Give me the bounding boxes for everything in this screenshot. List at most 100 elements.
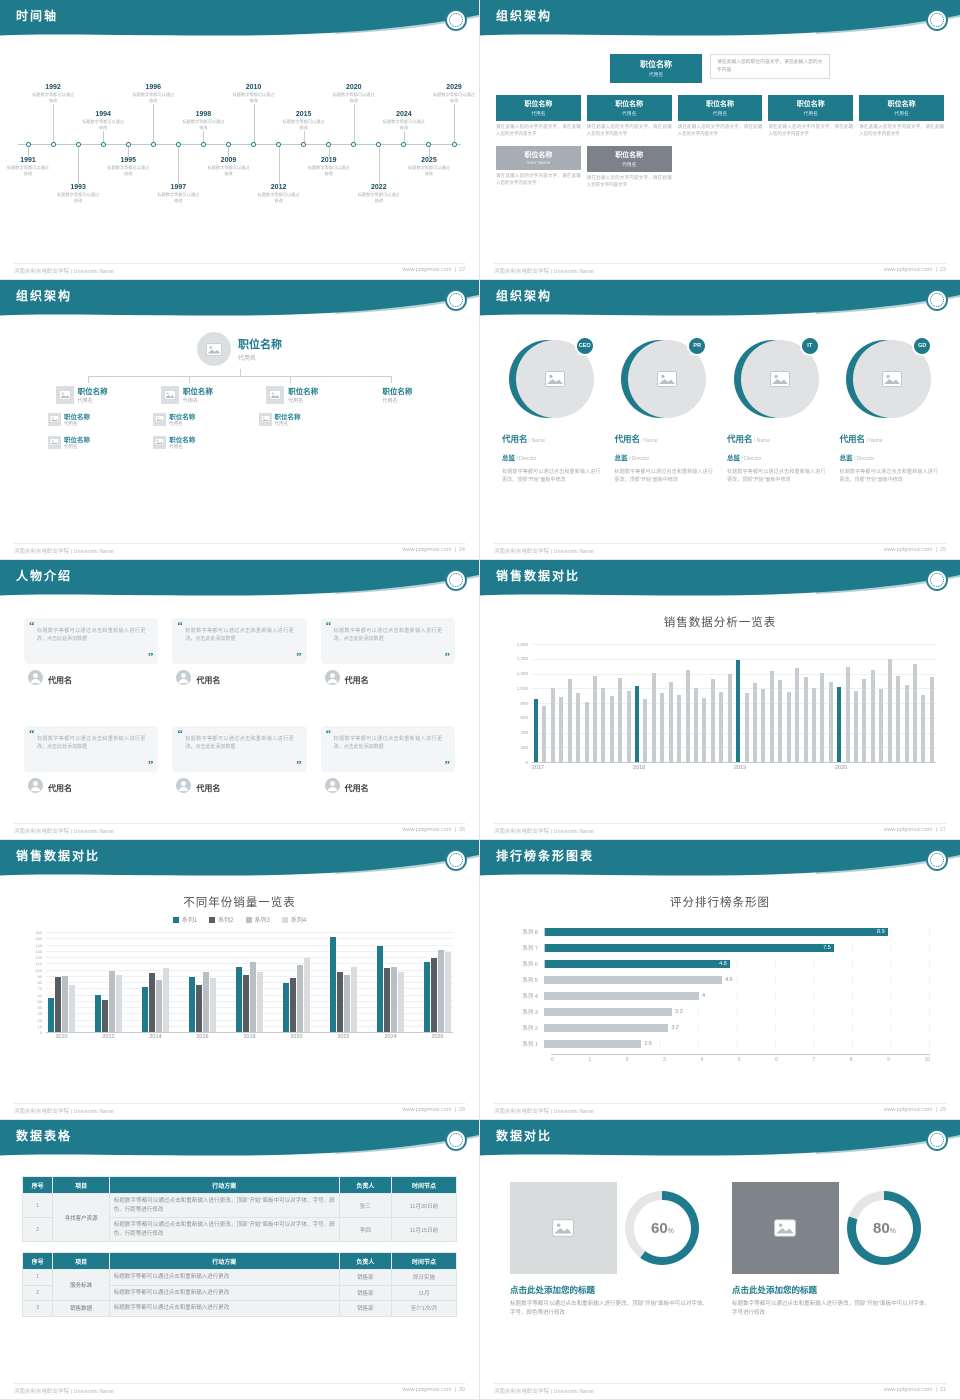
footer-separator: |	[454, 267, 456, 273]
cell-project: 服务标准	[52, 1269, 110, 1302]
person-row: 代用名	[321, 778, 455, 798]
member-name-row: 代用名 / Name	[840, 429, 939, 447]
slide-header: 组织架构	[0, 280, 479, 324]
footer-separator: |	[454, 547, 456, 553]
bar	[377, 945, 383, 1032]
gridline	[532, 703, 936, 704]
footer-site: www.pptgenius.com	[883, 547, 933, 553]
connector-line	[239, 369, 241, 376]
position-name: 代用名	[169, 421, 183, 426]
bar	[592, 675, 597, 762]
panel-desc: 标题数字等都可以通过点击和重新输入进行更改，顶部“开始”面板中可以对字体、字号进…	[732, 1301, 930, 1316]
timeline-caption: 标题数字等都可以通过修改	[232, 92, 275, 104]
footer-site-page: www.pptgenius.com | 29	[884, 1107, 946, 1115]
member-name: 代用名	[727, 434, 753, 444]
bar	[297, 964, 303, 1032]
bar-group: 2026	[424, 949, 451, 1044]
value-label: 4	[702, 993, 706, 999]
header-wave	[0, 560, 479, 596]
bar	[163, 968, 169, 1032]
y-tick-label: 400	[520, 730, 528, 735]
quote-close-icon: ”	[444, 759, 450, 771]
x-tick-label: 2018	[243, 1034, 256, 1040]
x-tick-label: 2022	[337, 1034, 350, 1040]
bar	[786, 691, 791, 762]
slide-footer: 河南水利水电职业学院 | University Name www.pptgeni…	[494, 263, 946, 275]
timeline-year: 1998	[195, 111, 212, 119]
hbar-row: 系列 8 8.9	[508, 924, 930, 940]
timeline-item: 1997 标题数字等都可以通过修改	[156, 184, 200, 204]
column-header: 序号	[21, 1176, 54, 1194]
table-row: 1 服务标准 标题数字等都可以通过点击和重新输入进行更改 销售部 即日实施	[21, 1269, 458, 1302]
bar	[811, 687, 816, 762]
position-title: 职位名称	[169, 437, 196, 444]
footer-site: www.pptgenius.com	[402, 1107, 452, 1113]
legend-swatch	[245, 916, 252, 923]
org3-member: CEO 代用名 / Name 总监 / Director 标题数字等都可以通过点击和重…	[502, 336, 601, 542]
y-tick-label: 1,000	[516, 685, 528, 691]
image-placeholder	[55, 386, 74, 404]
quote-text: 标题数字等都可以通过点击和重新输入进行更改，点击此处添加数据	[37, 736, 146, 750]
bar	[752, 683, 757, 762]
cell-no: 2	[21, 1284, 54, 1302]
bar	[904, 684, 909, 762]
compare-panel: 60% 点击此处添加您的标题 标题数字等都可以通过点击和重新输入进行更改，顶部“开始…	[510, 1182, 708, 1382]
org2-branch: 职位名称 代用名 职位名称 代用名 职位名称 代用名	[137, 386, 236, 450]
bar	[719, 691, 724, 762]
position-title: 职位名称	[524, 101, 553, 108]
slide-org-circles: 组织架构 CEO 代用名 / Name 总监 / Director 标题数字等都可以通…	[480, 280, 960, 560]
timeline-dot	[301, 141, 307, 147]
gridline	[46, 982, 453, 983]
position-title: 职位名称	[169, 414, 196, 421]
gridline	[46, 994, 453, 996]
gridline	[46, 944, 453, 946]
timeline-caption: 标题数字等都可以通过修改	[407, 165, 450, 176]
cell-owner: 销售部	[338, 1269, 392, 1286]
value-label: 4.8	[719, 961, 727, 967]
percent-sign: %	[667, 1227, 674, 1235]
bar	[795, 668, 800, 762]
member-name-en: / Name	[865, 438, 883, 444]
bar	[828, 681, 833, 762]
slide-sales-monthly: 销售数据对比 销售数据分析一览表 0 200 400 600 800 1,000 1,200 1…	[480, 560, 960, 840]
column-header: 序号	[21, 1252, 54, 1271]
y-tick-label: 1,200	[516, 671, 528, 676]
position-title: 职位名称	[77, 387, 108, 396]
chart-title: 销售数据分析一览表	[663, 617, 777, 629]
org2-branch-node: 职位名称 代用名	[55, 386, 108, 404]
slide-org-chart-1: 组织架构 职位名称 代用名 请在此输入您的职位内容文字，请在此输入您的文字内容 职位名…	[480, 0, 960, 280]
cell-owner: 李四	[338, 1217, 392, 1243]
person-row: 代用名	[172, 670, 306, 690]
bar-group: 2012	[95, 970, 122, 1043]
value-label: 3.3	[675, 1009, 683, 1015]
footer-site-page: www.pptgenius.com | 23	[884, 267, 946, 275]
member-name-en: / Name	[640, 438, 658, 444]
member-name: 代用名	[839, 434, 866, 444]
image-placeholder	[258, 412, 272, 426]
category-label: 系列 6	[522, 962, 538, 968]
x-tick-label: 4	[700, 1057, 704, 1063]
bar	[727, 674, 732, 762]
position-title: 职位名称	[615, 101, 644, 108]
org2-child-node: 职位名称 代用名	[48, 411, 90, 427]
timeline-dot	[451, 141, 457, 147]
bar-series	[377, 945, 404, 1032]
cell-plan: 标题数字等都可以通过点击和重新输入进行更改，顶部“开始”面板中可以对字体、字号、…	[108, 1217, 340, 1243]
org1-node: 职位名称 代用名 请在此输入您的文字内容文字，请在此输入您的文字内容文字	[859, 95, 944, 138]
timeline-canvas: 1991 标题数字等都可以通过修改 1992 标题数字等都可以通过修改 1993 标题数字…	[0, 44, 479, 262]
bar	[330, 937, 336, 1032]
person-icon	[324, 670, 340, 685]
header-wave	[0, 1120, 479, 1156]
person-row: 代用名	[24, 670, 158, 690]
image-placeholder	[732, 1182, 839, 1274]
member-role-row: 总监 / Director	[840, 447, 939, 465]
org2-branch: 职位名称 代用名	[348, 386, 447, 450]
bar	[283, 983, 289, 1032]
y-tick-label: 800	[520, 700, 528, 706]
bar	[545, 976, 723, 984]
timeline-caption: 标题数字等都可以通过修改	[382, 119, 425, 131]
timeline-connector	[153, 104, 155, 144]
cell-time: 11月	[390, 1284, 458, 1302]
school-logo-icon	[445, 569, 467, 591]
position-name: 代用名	[531, 112, 546, 117]
